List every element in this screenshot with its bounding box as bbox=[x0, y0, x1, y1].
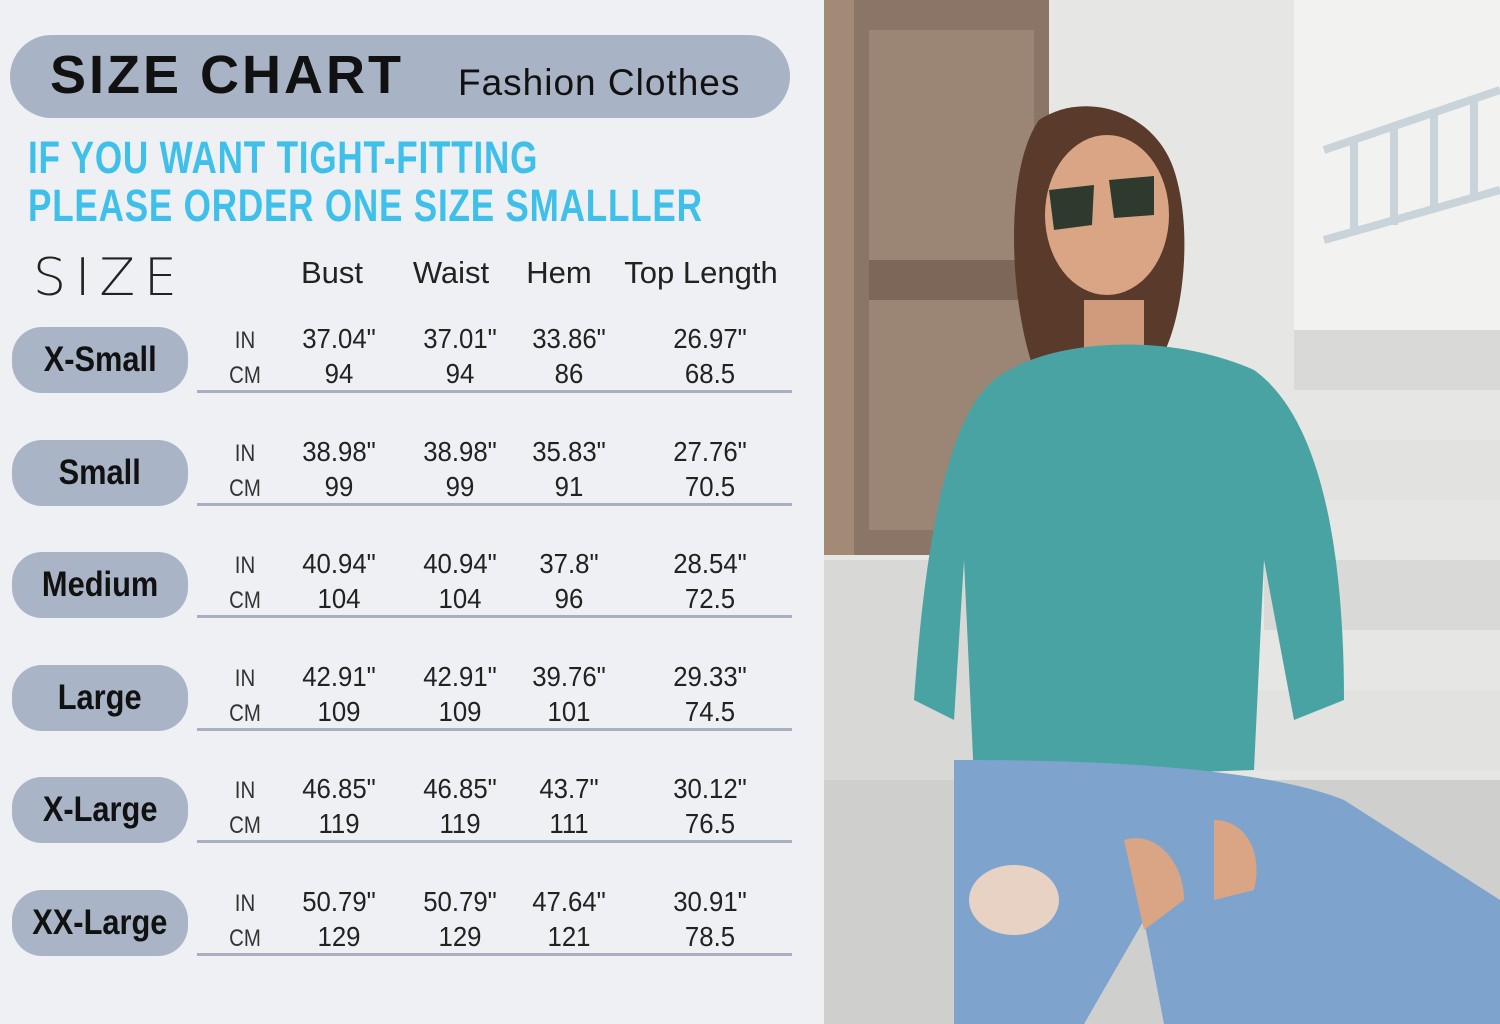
unit-cm-label: CM bbox=[229, 925, 261, 952]
value-cm: 99 bbox=[324, 470, 354, 502]
row-divider bbox=[197, 615, 792, 619]
value-cm: 129 bbox=[438, 921, 482, 952]
row-divider bbox=[197, 953, 792, 956]
value-in: 47.64" bbox=[532, 886, 606, 917]
value-in: 46.85" bbox=[302, 773, 376, 805]
value-cm: 76.5 bbox=[684, 808, 736, 840]
value-cm: 119 bbox=[439, 808, 481, 840]
value-cm: 70.5 bbox=[684, 470, 736, 502]
value-cm: 74.5 bbox=[684, 695, 736, 727]
unit-cm-label: CM bbox=[229, 587, 261, 615]
value-in: 33.86" bbox=[532, 323, 606, 354]
size-chart-panel: SIZE CHART Fashion Clothes IF YOU WANT T… bbox=[0, 35, 822, 990]
fit-notice-line2: PLEASE ORDER ONE SIZE SMALLLER bbox=[28, 180, 703, 231]
size-badge: Small bbox=[12, 439, 188, 506]
size-name: X-Large bbox=[42, 790, 158, 830]
row-divider bbox=[197, 840, 792, 844]
value-in: 37.04" bbox=[302, 323, 376, 354]
value-cm: 111 bbox=[549, 808, 589, 840]
unit-in-label: IN bbox=[234, 777, 256, 805]
column-header-hem: Hem bbox=[526, 255, 592, 290]
value-cm: 121 bbox=[547, 921, 591, 952]
value-in: 29.33" bbox=[673, 660, 747, 692]
row-divider bbox=[197, 390, 792, 393]
column-header-top-length: Top Length bbox=[624, 255, 778, 290]
value-in: 26.97" bbox=[673, 323, 747, 354]
value-in: 30.91" bbox=[673, 886, 747, 917]
unit-cm-label: CM bbox=[229, 474, 261, 502]
value-cm: 104 bbox=[438, 583, 482, 615]
chart-title: SIZE CHART bbox=[50, 45, 404, 105]
value-in: 42.91" bbox=[302, 660, 376, 692]
value-in: 50.79" bbox=[302, 886, 376, 917]
unit-cm-label: CM bbox=[229, 812, 261, 840]
fit-notice-line1: IF YOU WANT TIGHT-FITTING bbox=[28, 132, 539, 183]
size-row: X-Small IN CM 37.04" 94 37.01" 94 33.86" 86 26.97… bbox=[0, 323, 822, 427]
unit-in-label: IN bbox=[234, 552, 256, 580]
size-row: Small IN CM 38.98" 99 38.98" 99 35.83" 91 27.76" 7… bbox=[0, 436, 822, 540]
value-cm: 91 bbox=[554, 470, 584, 502]
size-badge: Large bbox=[12, 664, 188, 731]
model-figure bbox=[914, 106, 1500, 1024]
size-badge: X-Large bbox=[12, 777, 188, 844]
unit-in-label: IN bbox=[234, 327, 256, 354]
value-in: 46.85" bbox=[423, 773, 497, 805]
stair-railing bbox=[1322, 86, 1500, 244]
value-cm: 96 bbox=[554, 583, 584, 615]
value-cm: 101 bbox=[547, 695, 591, 727]
unit-in-label: IN bbox=[234, 439, 256, 467]
value-in: 42.91" bbox=[423, 660, 497, 692]
value-cm: 104 bbox=[317, 583, 361, 615]
unit-cm-label: CM bbox=[229, 362, 261, 389]
row-divider bbox=[197, 727, 792, 731]
value-in: 28.54" bbox=[673, 548, 747, 580]
size-row: Large IN CM 42.91" 109 42.91" 109 39.76" 101 29.3… bbox=[0, 661, 822, 765]
header-banner bbox=[10, 35, 790, 118]
size-row: Medium IN CM 40.94" 104 40.94" 104 37.8" 96 28.54… bbox=[0, 548, 822, 652]
value-in: 43.7" bbox=[539, 773, 599, 805]
value-in: 40.94" bbox=[423, 548, 497, 580]
value-in: 35.83" bbox=[532, 435, 606, 467]
model-photo bbox=[824, 0, 1500, 1024]
unit-cm-label: CM bbox=[229, 699, 261, 727]
value-cm: 109 bbox=[438, 695, 482, 727]
value-in: 37.01" bbox=[423, 323, 497, 354]
value-in: 40.94" bbox=[302, 548, 376, 580]
size-name: Medium bbox=[41, 565, 159, 605]
value-in: 39.76" bbox=[532, 660, 606, 692]
value-cm: 94 bbox=[324, 358, 354, 389]
size-row: X-Large IN CM 46.85" 119 46.85" 119 43.7" 111 30.… bbox=[0, 773, 822, 877]
size-badge: X-Small bbox=[12, 327, 188, 393]
size-badge: Medium bbox=[12, 552, 188, 619]
value-in: 38.98" bbox=[423, 435, 497, 467]
unit-in-label: IN bbox=[234, 890, 256, 917]
value-cm: 129 bbox=[317, 921, 361, 952]
size-badge: XX-Large bbox=[12, 890, 188, 956]
value-cm: 109 bbox=[317, 695, 361, 727]
size-row: XX-Large IN CM 50.79" 129 50.79" 129 47.64" 121 3… bbox=[0, 886, 822, 990]
size-name: X-Small bbox=[43, 340, 157, 379]
value-in: 37.8" bbox=[539, 548, 599, 580]
value-cm: 99 bbox=[445, 470, 475, 502]
row-divider bbox=[197, 502, 792, 506]
size-name: Small bbox=[58, 452, 142, 492]
value-in: 38.98" bbox=[302, 435, 376, 467]
value-cm: 72.5 bbox=[684, 583, 736, 615]
size-column-label: SIZE bbox=[33, 248, 186, 308]
chart-subtitle: Fashion Clothes bbox=[458, 62, 741, 103]
value-cm: 86 bbox=[554, 358, 584, 389]
unit-in-label: IN bbox=[234, 664, 256, 692]
column-header-bust: Bust bbox=[300, 255, 364, 290]
value-in: 50.79" bbox=[423, 886, 497, 917]
value-in: 27.76" bbox=[673, 435, 747, 467]
column-header-waist: Waist bbox=[412, 255, 490, 290]
value-cm: 68.5 bbox=[684, 358, 736, 389]
size-name: XX-Large bbox=[32, 903, 168, 942]
value-cm: 94 bbox=[445, 358, 475, 389]
value-in: 30.12" bbox=[673, 773, 747, 805]
value-cm: 78.5 bbox=[684, 921, 736, 952]
value-cm: 119 bbox=[318, 808, 360, 840]
size-name: Large bbox=[58, 677, 142, 717]
